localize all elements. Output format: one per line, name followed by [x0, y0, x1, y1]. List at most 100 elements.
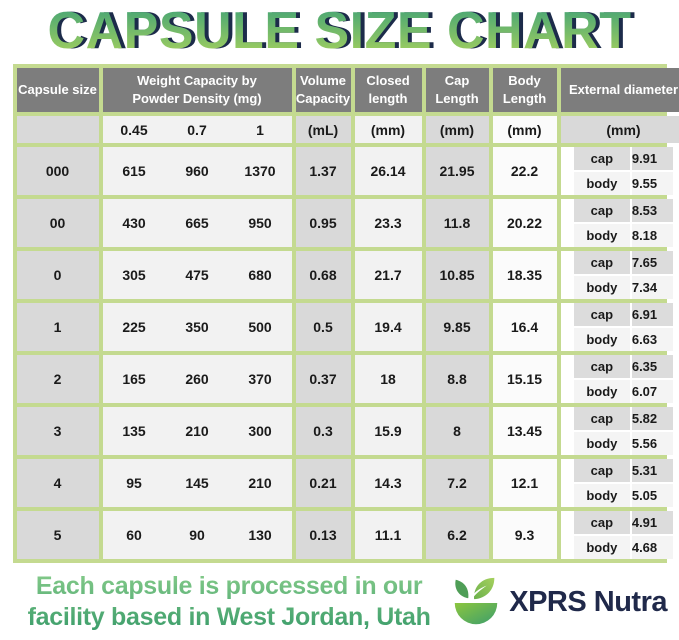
weight-045-value: 225	[122, 319, 146, 335]
cap-diameter-value: 9.91	[631, 147, 674, 170]
cap-diameter-value: 5.82	[631, 407, 674, 430]
capsule-size-cell: 00	[16, 199, 99, 247]
capsule-size-cell: 0	[16, 251, 99, 299]
body-diameter-value: 6.63	[631, 328, 674, 351]
closed-length-cell: 14.3	[354, 459, 422, 507]
cap-diameter-value: 8.53	[631, 199, 674, 222]
external-diameter-body-row: body 6.07	[573, 380, 674, 403]
external-diameter-cap-row: cap 7.65	[573, 251, 674, 274]
weight-07-value: 90	[189, 527, 205, 543]
weight-07-value: 665	[185, 215, 209, 231]
brand-logo: XPRS Nutra	[448, 575, 671, 629]
body-diameter-value: 8.18	[631, 224, 674, 247]
external-diameter-cap-row: cap 8.53	[573, 199, 674, 222]
body-length-cell: 20.22	[492, 199, 557, 247]
units-body-cell: (mm)	[492, 116, 557, 143]
density-unit-07: 0.7	[187, 121, 207, 138]
density-unit-045: 0.45	[120, 121, 148, 138]
capsule-size-cell: 4	[16, 459, 99, 507]
cap-diameter-value: 6.35	[631, 355, 674, 378]
page-title-shadow: CAPSULE SIZE CHART	[4, 0, 679, 62]
external-diameter-body-row: body 5.56	[573, 432, 674, 455]
body-diameter-label: body	[573, 224, 630, 247]
cap-length-cell: 9.85	[425, 303, 489, 351]
external-diameter-cap-row: cap 9.91	[573, 147, 674, 170]
weight-045-value: 95	[126, 475, 142, 491]
external-diameter-cap-row: cap 5.82	[573, 407, 674, 430]
leaf-bowl-icon	[454, 577, 498, 625]
weight-1-value: 130	[248, 527, 272, 543]
external-diameter-cap-row: cap 6.91	[573, 303, 674, 326]
external-diameter-cell: cap 6.35 body 6.07	[560, 355, 679, 403]
body-length-cell: 9.3	[492, 511, 557, 559]
external-diameter-cap-row: cap 6.35	[573, 355, 674, 378]
header-weight-capacity-line2: Powder Density (mg)	[132, 91, 262, 106]
capsule-size-cell: 1	[16, 303, 99, 351]
body-length-cell: 15.15	[492, 355, 557, 403]
closed-length-cell: 21.7	[354, 251, 422, 299]
closed-length-cell: 19.4	[354, 303, 422, 351]
cap-diameter-value: 7.65	[631, 251, 674, 274]
volume-capacity-cell: 0.68	[295, 251, 351, 299]
weight-045-value: 135	[122, 423, 146, 439]
weight-1-value: 950	[248, 215, 272, 231]
capsule-size-cell: 3	[16, 407, 99, 455]
external-diameter-cell: cap 4.91 body 4.68	[560, 511, 679, 559]
body-length-cell: 18.35	[492, 251, 557, 299]
body-length-cell: 13.45	[492, 407, 557, 455]
units-closed-cell: (mm)	[354, 116, 422, 143]
weight-capacity-cell: 615 960 1370	[102, 147, 292, 195]
cap-diameter-label: cap	[573, 147, 630, 170]
closed-length-cell: 18	[354, 355, 422, 403]
cap-length-cell: 8	[425, 407, 489, 455]
cap-length-cell: 8.8	[425, 355, 489, 403]
cap-length-cell: 10.85	[425, 251, 489, 299]
body-length-cell: 16.4	[492, 303, 557, 351]
weight-07-value: 350	[185, 319, 209, 335]
density-unit-1: 1	[256, 121, 264, 138]
body-diameter-value: 7.34	[631, 276, 674, 299]
units-volume-cell: (mL)	[295, 116, 351, 143]
weight-045-value: 305	[122, 267, 146, 283]
weight-1-value: 500	[248, 319, 272, 335]
volume-capacity-cell: 0.5	[295, 303, 351, 351]
cap-diameter-value: 4.91	[631, 511, 674, 534]
closed-length-cell: 26.14	[354, 147, 422, 195]
weight-capacity-cell: 165 260 370	[102, 355, 292, 403]
header-weight-capacity-line1: Weight Capacity by	[137, 73, 257, 89]
weight-capacity-cell: 225 350 500	[102, 303, 292, 351]
cap-length-cell: 21.95	[425, 147, 489, 195]
weight-capacity-cell: 135 210 300	[102, 407, 292, 455]
header-external-diameter: External diameter	[560, 68, 679, 112]
weight-045-value: 615	[122, 163, 146, 179]
body-diameter-label: body	[573, 276, 630, 299]
weight-045-value: 430	[122, 215, 146, 231]
body-diameter-label: body	[573, 536, 630, 559]
weight-1-value: 210	[248, 475, 272, 491]
body-diameter-value: 5.05	[631, 484, 674, 507]
volume-capacity-cell: 0.3	[295, 407, 351, 455]
weight-1-value: 680	[248, 267, 272, 283]
footer: Each capsule is processed in our facilit…	[0, 563, 679, 639]
cap-diameter-label: cap	[573, 407, 630, 430]
header-weight-capacity: Weight Capacity by Powder Density (mg)	[102, 68, 292, 112]
cap-length-cell: 11.8	[425, 199, 489, 247]
closed-length-cell: 11.1	[354, 511, 422, 559]
weight-1-value: 1370	[244, 163, 276, 179]
weight-07-value: 210	[185, 423, 209, 439]
cap-diameter-label: cap	[573, 355, 630, 378]
cap-diameter-label: cap	[573, 511, 630, 534]
capsule-size-cell: 5	[16, 511, 99, 559]
weight-045-value: 165	[122, 371, 146, 387]
capsule-size-cell: 2	[16, 355, 99, 403]
external-diameter-body-row: body 6.63	[573, 328, 674, 351]
weight-07-value: 960	[185, 163, 209, 179]
body-diameter-label: body	[573, 432, 630, 455]
volume-capacity-cell: 0.13	[295, 511, 351, 559]
volume-capacity-cell: 1.37	[295, 147, 351, 195]
closed-length-cell: 23.3	[354, 199, 422, 247]
closed-length-cell: 15.9	[354, 407, 422, 455]
body-diameter-label: body	[573, 172, 630, 195]
header-volume-capacity: Volume Capacity	[295, 68, 351, 112]
body-diameter-label: body	[573, 484, 630, 507]
